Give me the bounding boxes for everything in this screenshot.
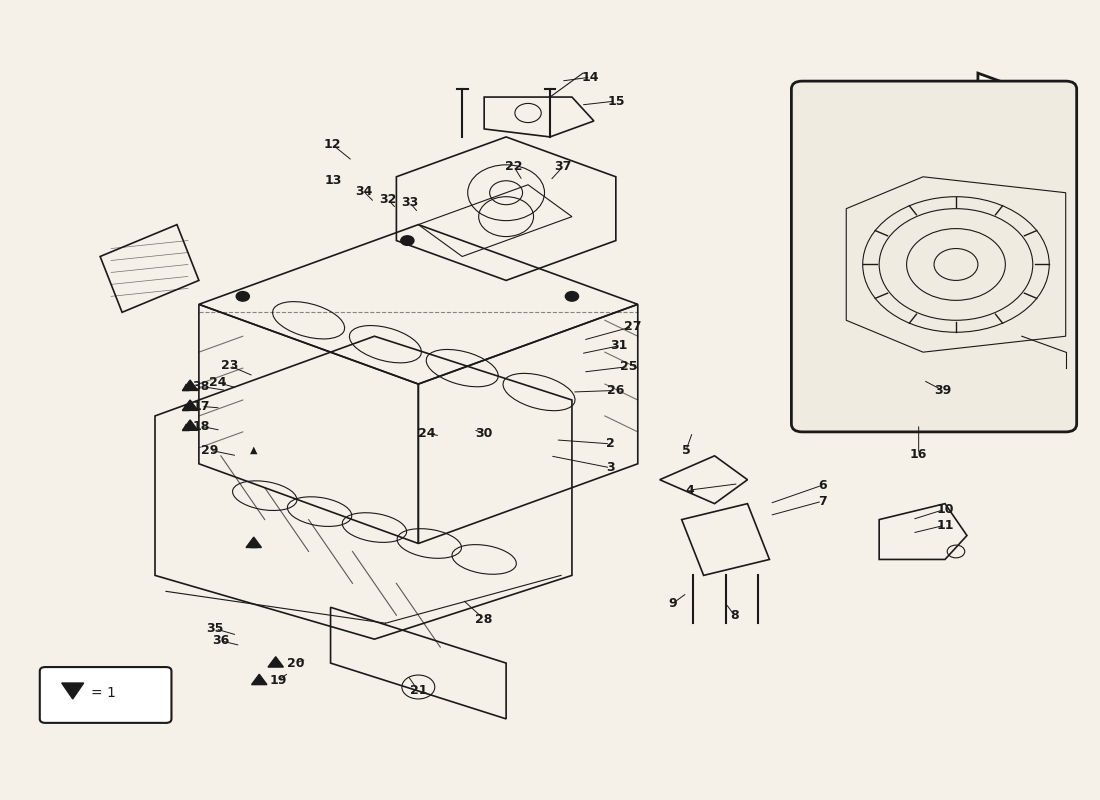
Text: 24: 24 bbox=[418, 427, 436, 440]
Text: 32: 32 bbox=[378, 193, 396, 206]
Text: 14: 14 bbox=[582, 70, 600, 84]
Text: 26: 26 bbox=[607, 384, 625, 397]
Text: 7: 7 bbox=[817, 494, 826, 508]
Text: ▲: ▲ bbox=[182, 402, 189, 411]
Polygon shape bbox=[268, 657, 284, 667]
Text: 36: 36 bbox=[212, 634, 230, 647]
Text: 27: 27 bbox=[624, 320, 641, 333]
Circle shape bbox=[236, 291, 250, 301]
Text: = 1: = 1 bbox=[91, 686, 117, 699]
Polygon shape bbox=[978, 73, 1066, 137]
Text: 12: 12 bbox=[324, 138, 341, 151]
Polygon shape bbox=[183, 380, 198, 390]
Text: 18: 18 bbox=[192, 420, 210, 433]
Text: 10: 10 bbox=[936, 502, 954, 516]
Text: 24: 24 bbox=[209, 376, 227, 389]
Text: ▲: ▲ bbox=[250, 538, 257, 549]
Text: 39: 39 bbox=[934, 384, 952, 397]
Polygon shape bbox=[183, 420, 198, 430]
Text: 3: 3 bbox=[606, 462, 615, 474]
Text: 13: 13 bbox=[324, 174, 341, 187]
Polygon shape bbox=[62, 683, 84, 699]
Text: 38: 38 bbox=[192, 380, 210, 393]
Text: 25: 25 bbox=[620, 360, 638, 373]
Circle shape bbox=[400, 236, 414, 246]
FancyBboxPatch shape bbox=[40, 667, 172, 723]
Text: 16: 16 bbox=[910, 448, 927, 461]
Text: 34: 34 bbox=[355, 185, 372, 198]
Text: 19: 19 bbox=[270, 674, 287, 687]
Text: ▲: ▲ bbox=[250, 446, 257, 455]
Text: 37: 37 bbox=[554, 160, 572, 173]
Text: 33: 33 bbox=[400, 196, 418, 209]
Text: 15: 15 bbox=[607, 94, 625, 107]
Text: 5: 5 bbox=[682, 444, 691, 457]
Text: 30: 30 bbox=[475, 427, 493, 440]
Text: 35: 35 bbox=[207, 622, 224, 635]
Text: 6: 6 bbox=[817, 479, 826, 492]
Circle shape bbox=[565, 291, 579, 301]
Text: ▲: ▲ bbox=[182, 382, 189, 391]
Text: 22: 22 bbox=[505, 160, 522, 173]
Text: 2: 2 bbox=[606, 438, 615, 450]
Text: 31: 31 bbox=[610, 339, 628, 352]
Text: 8: 8 bbox=[730, 609, 738, 622]
Polygon shape bbox=[246, 537, 262, 547]
Polygon shape bbox=[252, 674, 267, 685]
Text: 20: 20 bbox=[287, 657, 305, 670]
Text: 11: 11 bbox=[936, 518, 954, 532]
Text: 21: 21 bbox=[409, 685, 427, 698]
Text: 29: 29 bbox=[201, 444, 219, 457]
Text: 9: 9 bbox=[669, 597, 678, 610]
Text: 4: 4 bbox=[685, 483, 694, 497]
FancyBboxPatch shape bbox=[791, 81, 1077, 432]
Text: 17: 17 bbox=[192, 400, 210, 413]
Polygon shape bbox=[183, 400, 198, 410]
Text: ▲: ▲ bbox=[182, 422, 189, 431]
Text: 28: 28 bbox=[475, 613, 493, 626]
Text: 23: 23 bbox=[221, 359, 239, 372]
